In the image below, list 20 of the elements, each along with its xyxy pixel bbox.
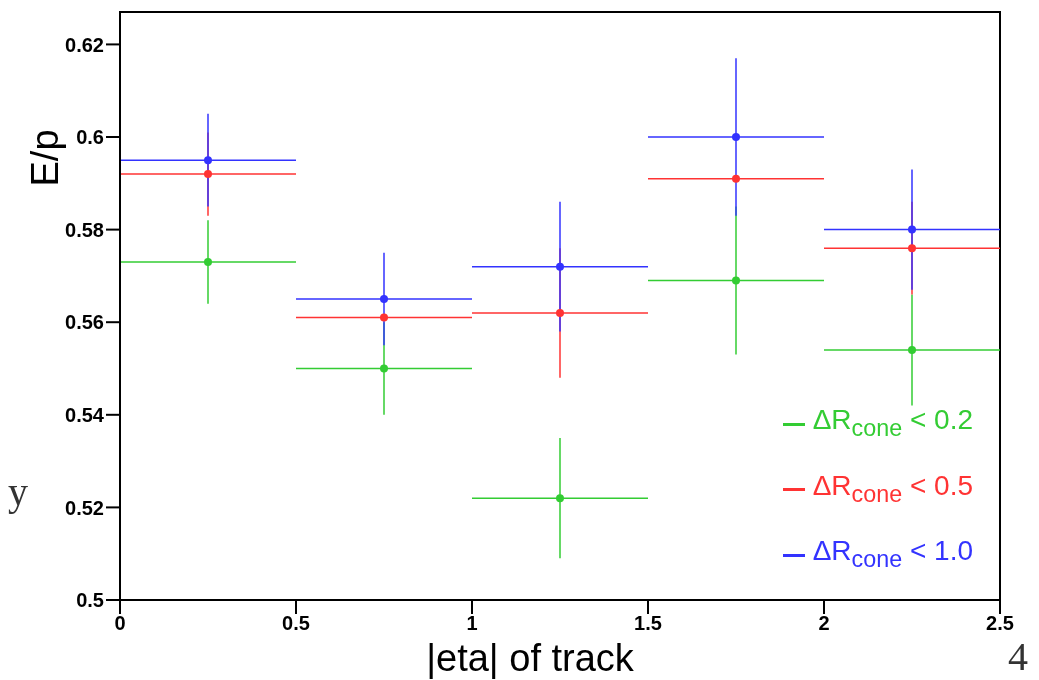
y-tick-label: 0.56: [65, 311, 104, 334]
x-tick-label: 0: [114, 612, 126, 635]
legend-label: ΔR$_{cone}$ < 0.5: [812, 468, 973, 509]
text: 4: [1008, 633, 1028, 680]
x-tick-label: 0.5: [282, 612, 310, 635]
x-tick-label: 1.5: [634, 612, 662, 635]
y-tick-label: 0.5: [76, 589, 104, 612]
legend-label: ΔR$_{cone}$ < 1.0: [812, 534, 973, 574]
y-tick-label: 0.58: [65, 218, 104, 241]
x-tick-label: 1: [466, 612, 478, 635]
y-tick-label: 0.52: [65, 496, 104, 519]
x-axis-title: |eta| of track: [426, 637, 635, 679]
text: y: [8, 468, 28, 515]
y-tick-label: 0.6: [76, 126, 104, 149]
x-tick-label: 2.5: [986, 612, 1014, 635]
y-tick-label: 0.54: [65, 403, 105, 426]
y-tick-label: 0.62: [65, 33, 104, 56]
y-axis-title: E/p: [24, 129, 66, 187]
legend-label: ΔR$_{cone}$ < 0.2: [812, 403, 973, 443]
x-tick-label: 2: [818, 612, 830, 635]
